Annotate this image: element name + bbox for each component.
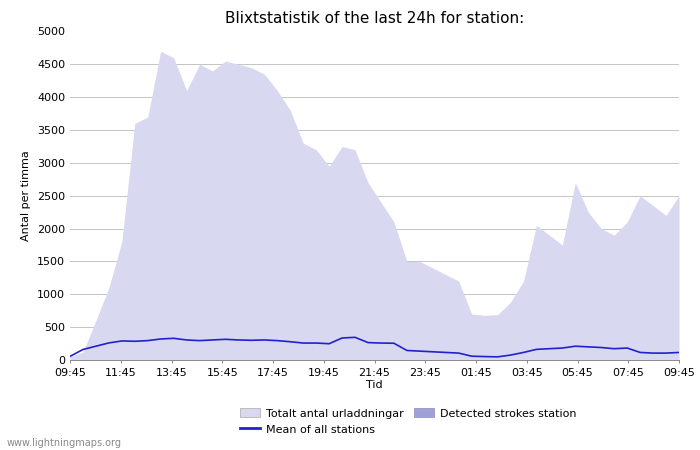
Text: www.lightningmaps.org: www.lightningmaps.org	[7, 438, 122, 448]
X-axis label: Tid: Tid	[366, 380, 383, 391]
Y-axis label: Antal per timma: Antal per timma	[22, 150, 32, 241]
Title: Blixtstatistik of the last 24h for station:: Blixtstatistik of the last 24h for stati…	[225, 11, 524, 26]
Legend: Totalt antal urladdningar, Mean of all stations, Detected strokes station: Totalt antal urladdningar, Mean of all s…	[240, 408, 577, 435]
